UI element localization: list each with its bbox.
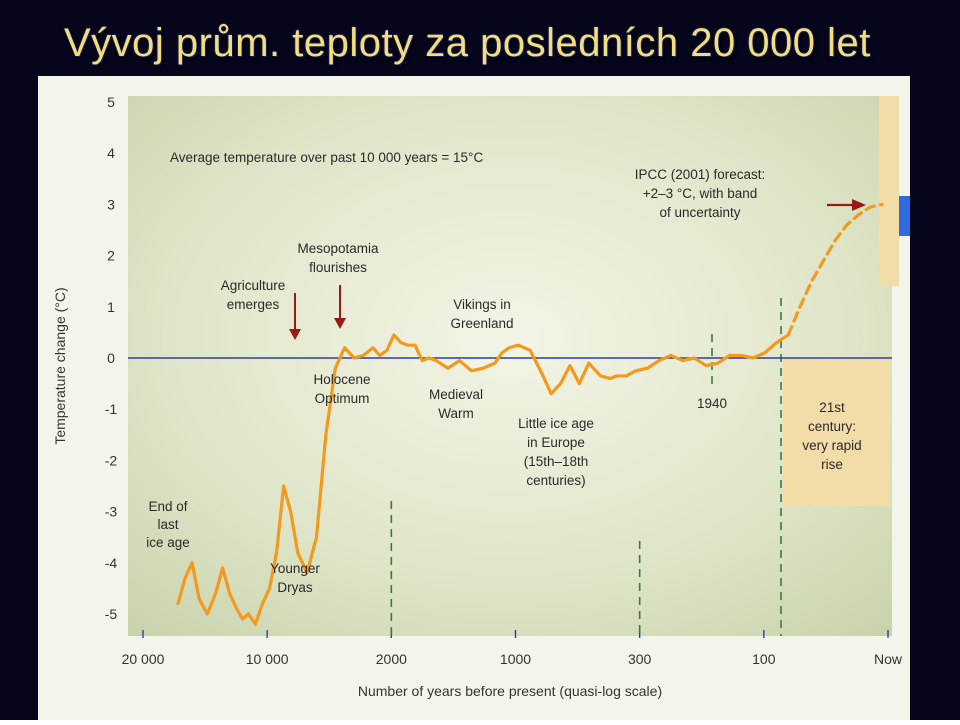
x-tick-label: 2000 [376, 651, 407, 667]
ice-age-label-1: End of [148, 499, 187, 514]
title-bar [0, 0, 960, 76]
forecast-band [879, 96, 899, 286]
dryas-label-2: Dryas [277, 580, 313, 595]
y-tick-label: 3 [107, 196, 115, 212]
plot-area [128, 96, 892, 636]
y-tick-label: 4 [107, 145, 115, 161]
ice-age-label-3: ice age [146, 535, 190, 550]
y-tick-label: -1 [105, 401, 118, 417]
century-box [783, 359, 890, 506]
avg-temp-note: Average temperature over past 10 000 yea… [170, 150, 483, 165]
vikings-label-2: Greenland [450, 316, 513, 331]
forecast-label-1: IPCC (2001) forecast: [635, 167, 766, 182]
little-ice-age-label-3: (15th–18th [524, 454, 589, 469]
forecast-series-line [786, 202, 884, 337]
y-tick-label: -4 [105, 555, 118, 571]
x-tick-label: 1000 [500, 651, 531, 667]
dryas-label-1: Younger [270, 561, 320, 576]
x-tick-label: 100 [752, 651, 776, 667]
x-axis-title: Number of years before present (quasi-lo… [358, 683, 662, 699]
x-tick-label: 300 [628, 651, 652, 667]
right-frame [910, 0, 960, 720]
y-tick-label: -2 [105, 452, 118, 468]
slide-title: Vývoj prům. teploty za posledních 20 000… [64, 21, 871, 65]
y-tick-label: 2 [107, 248, 115, 264]
agriculture-label-2: emerges [227, 297, 280, 312]
mesopotamia-arrowhead [334, 318, 346, 329]
x-tick-label: 10 000 [246, 651, 289, 667]
holocene-label-1: Holocene [313, 372, 370, 387]
y-tick-label: 1 [107, 299, 115, 315]
forecast-label-2: +2–3 °C, with band [643, 186, 758, 201]
medieval-label-2: Warm [438, 406, 474, 421]
y-tick-label: -3 [105, 504, 118, 520]
little-ice-age-label-1: Little ice age [518, 416, 594, 431]
century-label-2: century: [808, 419, 856, 434]
mesopotamia-label-1: Mesopotamia [297, 241, 379, 256]
century-label-3: very rapid [802, 438, 861, 453]
left-frame [0, 0, 38, 720]
y-tick-label: -5 [105, 606, 118, 622]
vikings-label-1: Vikings in [453, 297, 511, 312]
holocene-label-2: Optimum [315, 391, 370, 406]
chart-panel: 5 4 3 2 1 0 -1 -2 -3 -4 -5 20 000 10 000 2000 1000 300 1… [38, 76, 910, 720]
medieval-label-1: Medieval [429, 387, 483, 402]
forecast-label-3: of uncertainty [659, 205, 740, 220]
century-label-1: 21st [819, 400, 845, 415]
agriculture-arrowhead [289, 329, 301, 340]
x-tick-label: 20 000 [122, 651, 165, 667]
x-tick-label: Now [874, 651, 903, 667]
forecast-arrowhead [852, 199, 866, 211]
little-ice-age-label-4: centuries) [526, 473, 585, 488]
y-tick-label: 0 [107, 350, 115, 366]
y-tick-label: 5 [107, 94, 115, 110]
y-axis-title: Temperature change (°C) [52, 287, 68, 444]
little-ice-age-label-2: in Europe [527, 435, 585, 450]
year-1940-label: 1940 [697, 396, 727, 411]
temperature-chart: 5 4 3 2 1 0 -1 -2 -3 -4 -5 20 000 10 000 2000 1000 300 1… [38, 76, 910, 720]
agriculture-label-1: Agriculture [221, 278, 286, 293]
mesopotamia-label-2: flourishes [309, 260, 367, 275]
ice-age-label-2: last [157, 517, 178, 532]
accent-block [899, 196, 910, 236]
temperature-series-line [176, 333, 790, 626]
century-label-4: rise [821, 457, 843, 472]
